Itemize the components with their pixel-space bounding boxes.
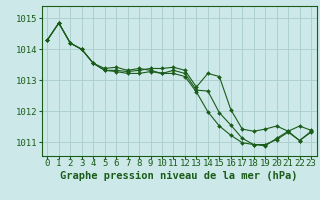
X-axis label: Graphe pression niveau de la mer (hPa): Graphe pression niveau de la mer (hPa) — [60, 171, 298, 181]
